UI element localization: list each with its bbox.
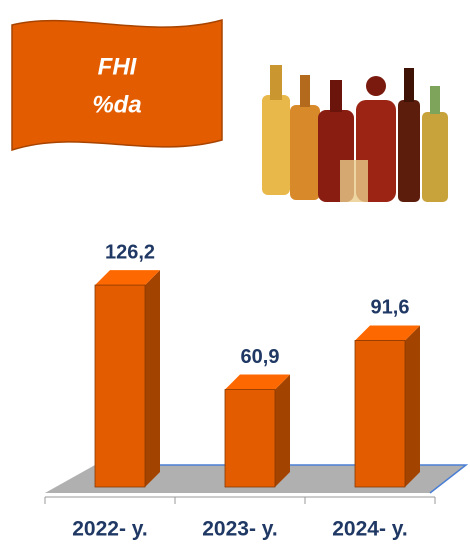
banner-title: %da <box>92 91 141 118</box>
bar-side <box>275 375 290 487</box>
x-tick-label: 2022- y. <box>72 518 148 541</box>
value-label: 91,6 <box>371 297 410 319</box>
bar <box>225 390 275 487</box>
banner <box>12 20 222 150</box>
x-tick-label: 2024- y. <box>332 518 408 541</box>
banner-title: FHI <box>98 53 138 80</box>
bar-side <box>405 325 420 487</box>
chart: FHI %da 126,2 2022- y. 60,9 2023- y. 91,6 202… <box>0 0 470 554</box>
x-tick-label: 2023- y. <box>202 518 278 541</box>
bar <box>355 340 405 487</box>
x-ticks <box>45 497 435 504</box>
bar <box>95 285 145 487</box>
value-label: 126,2 <box>105 241 155 263</box>
bottles-image <box>262 65 448 202</box>
value-label: 60,9 <box>241 346 280 368</box>
bar-side <box>145 270 160 487</box>
